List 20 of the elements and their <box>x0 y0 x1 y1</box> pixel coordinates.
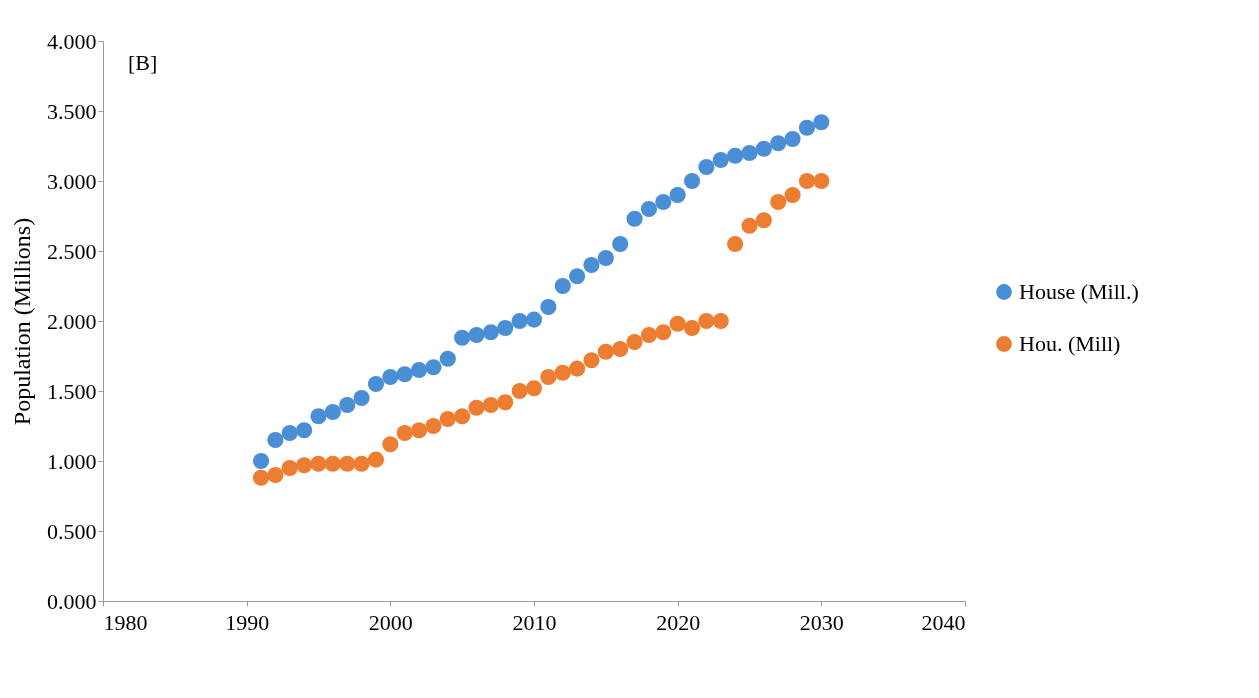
x-tick-label: 1990 <box>225 609 270 635</box>
y-tick-label: 2.500 <box>47 238 97 264</box>
y-tick-label: 4.000 <box>47 28 97 54</box>
y-tick-label: 0.500 <box>47 518 97 544</box>
x-tick-label: 2030 <box>799 609 844 635</box>
x-tick-label: 2010 <box>512 609 557 635</box>
annotation: [B] <box>128 50 158 75</box>
legend-label: Hou. (Mill) <box>1019 331 1121 356</box>
y-axis-title: Population (Millions) <box>9 217 35 426</box>
x-tick-label: 2000 <box>368 609 413 635</box>
y-tick-label: 1.500 <box>47 378 97 404</box>
x-tick-label: 2020 <box>656 609 701 635</box>
y-tick-label: 1.000 <box>47 448 97 474</box>
x-tick-label: 2040 <box>921 609 966 635</box>
y-tick-label: 3.500 <box>47 98 97 124</box>
y-tick-label: 0.000 <box>47 588 97 614</box>
x-tick-label: 1980 <box>103 609 148 635</box>
legend-label: House (Mill.) <box>1019 279 1139 304</box>
y-tick-label: 2.000 <box>47 308 97 334</box>
y-tick-label: 3.000 <box>47 168 97 194</box>
